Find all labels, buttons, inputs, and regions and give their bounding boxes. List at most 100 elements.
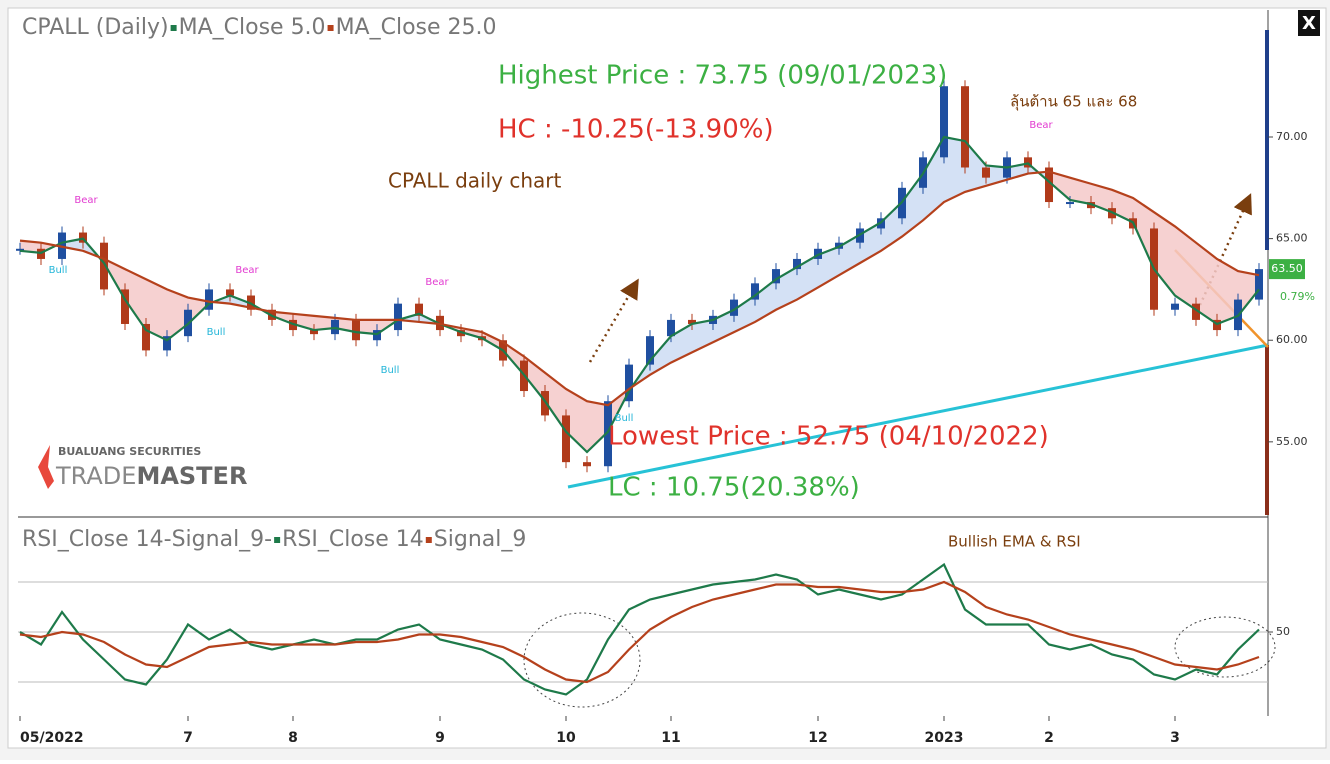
signal-label: Bear: [1029, 120, 1053, 131]
last-price-label: 63.50: [1271, 262, 1303, 275]
ma-cloud: [1049, 171, 1070, 201]
annotation: Lowest Price : 52.75 (04/10/2022): [608, 422, 1049, 452]
axis-highlight: [1265, 345, 1269, 515]
ma-cloud: [1196, 242, 1217, 324]
legend-swatch: [274, 537, 281, 543]
y-tick-label: 50: [1276, 625, 1290, 638]
candle: [688, 319, 696, 324]
logo-right: MASTER: [136, 462, 247, 490]
legend-label: Signal_9: [434, 527, 527, 552]
ma-cloud: [1070, 177, 1091, 205]
ma-cloud: [146, 279, 167, 341]
annotation: Highest Price : 73.75 (09/01/2023): [498, 61, 947, 91]
candle: [16, 248, 24, 251]
x-tick-label: 10: [556, 730, 576, 746]
ma-cloud: [944, 137, 965, 203]
candle: [541, 391, 549, 416]
series-line: [19, 170, 1260, 407]
last-price-box: [1269, 259, 1305, 280]
ma-cloud: [1238, 271, 1259, 316]
series-line: [19, 580, 1260, 684]
x-tick-label: 11: [661, 730, 680, 746]
legend-swatch: [425, 537, 432, 543]
legend-label: RSI_Close 14: [282, 527, 424, 552]
x-tick-label: 9: [435, 730, 445, 746]
annotation: CPALL daily chart: [388, 169, 561, 193]
ma-cloud: [797, 254, 818, 300]
ma-cloud: [503, 342, 524, 375]
logo: BUALUANG SECURITIES TRADE MASTER: [38, 445, 247, 490]
logo-top: BUALUANG SECURITIES: [58, 445, 201, 458]
change-label: 0.79%: [1280, 290, 1315, 303]
highlight-ellipse: [523, 612, 641, 708]
candle: [163, 336, 171, 351]
candle: [1066, 202, 1074, 205]
signal-label: Bull: [207, 327, 226, 338]
ma-cloud: [41, 242, 62, 253]
ma-cloud: [902, 173, 923, 237]
candle: [1255, 269, 1263, 300]
y-tick-label: 60.00: [1276, 333, 1308, 346]
ma-cloud: [356, 319, 377, 335]
highlight-ellipse: [1174, 616, 1276, 678]
ma-cloud: [125, 269, 146, 331]
annotation: ลุ้นต้าน 65 และ 68: [1010, 93, 1137, 112]
signal-label: Bear: [235, 265, 259, 276]
logo-left: TRADE: [55, 462, 136, 490]
ma-cloud: [776, 267, 797, 310]
legend-swatch: [327, 25, 334, 31]
candle: [1192, 303, 1200, 320]
ma-cloud: [923, 137, 944, 221]
ma-cloud: [1133, 197, 1154, 270]
x-tick-label: 7: [183, 730, 193, 746]
candle: [352, 319, 360, 341]
candle: [310, 330, 318, 335]
candle: [1045, 167, 1053, 203]
annotation: HC : -10.25(-13.90%): [498, 115, 774, 145]
candle: [646, 336, 654, 365]
panel-title: CPALL (Daily): [22, 15, 169, 40]
ma-cloud: [965, 141, 986, 192]
close-button[interactable]: [1298, 10, 1320, 36]
legend-label: MA_Close 25.0: [336, 15, 497, 40]
candle: [394, 303, 402, 331]
ma-cloud: [293, 313, 314, 331]
ma-cloud: [524, 356, 545, 402]
x-tick-label: 12: [808, 730, 827, 746]
candle: [415, 303, 423, 316]
candle: [625, 364, 633, 402]
ma-cloud: [587, 401, 608, 453]
support-trendline: [567, 343, 1269, 489]
ma-cloud: [734, 295, 755, 333]
series-line: [19, 562, 1260, 696]
candle: [583, 462, 591, 467]
x-tick-label: 05/2022: [20, 730, 84, 746]
ma-cloud: [20, 240, 41, 253]
x-tick-label: 3: [1170, 730, 1180, 746]
candle: [562, 415, 570, 463]
ma-cloud: [545, 372, 566, 432]
signal-label: Bear: [74, 195, 98, 206]
candle: [205, 289, 213, 310]
legend-swatch: [170, 25, 177, 31]
candle: [982, 167, 990, 178]
x-tick-label: 2: [1044, 730, 1054, 746]
annotation: LC : 10.75(20.38%): [608, 473, 860, 503]
ma-cloud: [1175, 226, 1196, 310]
ma-cloud: [881, 202, 902, 251]
y-tick-label: 65.00: [1276, 232, 1308, 245]
candle: [961, 86, 969, 168]
ma-cloud: [755, 279, 776, 322]
panel-title: RSI_Close 14-Signal_9-: [22, 527, 272, 552]
ma-cloud: [1217, 258, 1238, 324]
x-tick-label: 8: [288, 730, 298, 746]
ma-cloud: [482, 332, 503, 351]
axis-highlight: [1265, 30, 1269, 250]
x-axis-band: [18, 716, 1268, 746]
signal-label: Bull: [615, 413, 634, 424]
candle: [142, 323, 150, 351]
candle: [667, 319, 675, 337]
annotation: Bullish EMA & RSI: [948, 533, 1081, 551]
close-button-label[interactable]: X: [1302, 13, 1316, 34]
y-tick-label: 70.00: [1276, 130, 1308, 143]
